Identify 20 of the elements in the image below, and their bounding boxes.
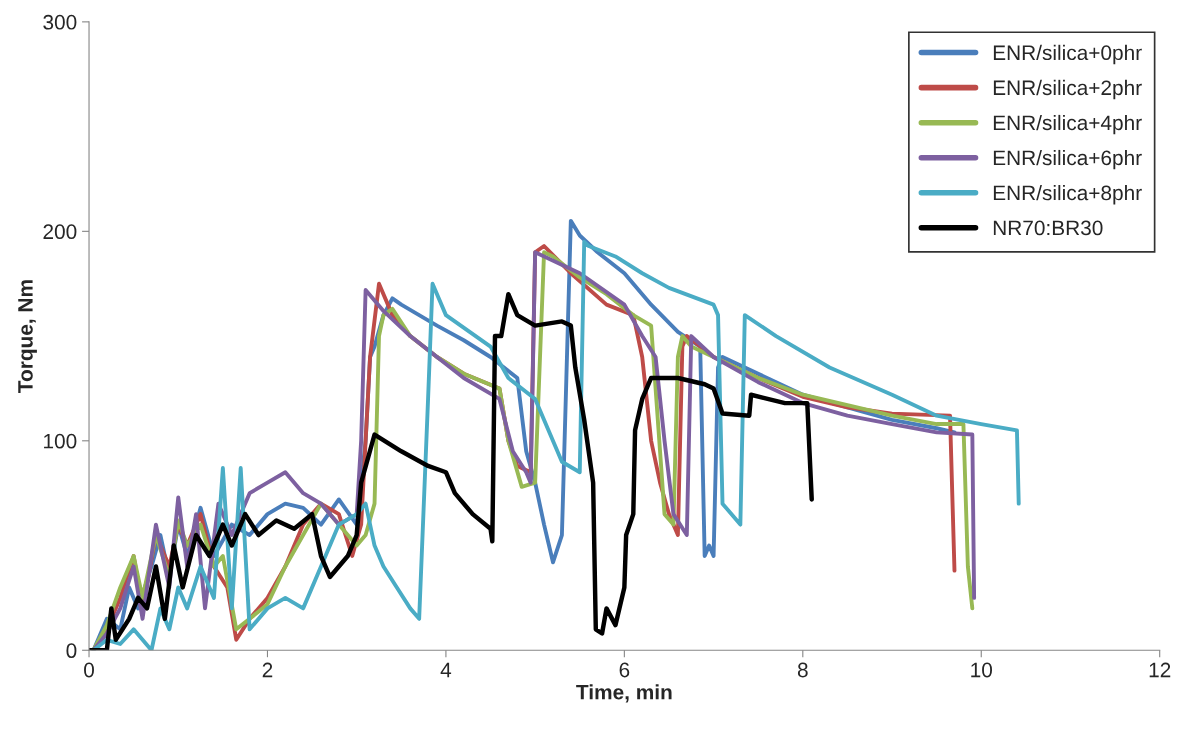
legend-label: ENR/silica+4phr bbox=[993, 114, 1142, 135]
legend-label: ENR/silica+6phr bbox=[993, 149, 1142, 170]
x-axis-title: Time, min bbox=[576, 684, 672, 703]
y-tick-label: 200 bbox=[43, 224, 77, 240]
legend-label: ENR/silica+0phr bbox=[993, 44, 1142, 65]
x-tick-label: 12 bbox=[1149, 662, 1171, 678]
x-tick-label: 10 bbox=[971, 662, 993, 678]
x-tick-label: 4 bbox=[440, 662, 452, 678]
x-tick-label: 6 bbox=[619, 662, 630, 678]
x-tick-label: 2 bbox=[262, 662, 273, 678]
x-tick-label: 8 bbox=[797, 662, 808, 678]
y-tick-label: 300 bbox=[43, 14, 77, 30]
legend-label: ENR/silica+8phr bbox=[993, 184, 1142, 205]
legend-label: NR70:BR30 bbox=[993, 220, 1103, 236]
y-tick-label: 0 bbox=[66, 643, 77, 659]
y-axis-title: Torque, Nm bbox=[18, 280, 37, 393]
line-series bbox=[89, 291, 814, 651]
legend-label: ENR/silica+2phr bbox=[993, 79, 1142, 100]
x-tick-label: 0 bbox=[84, 662, 94, 678]
y-tick-label: 100 bbox=[44, 433, 77, 449]
